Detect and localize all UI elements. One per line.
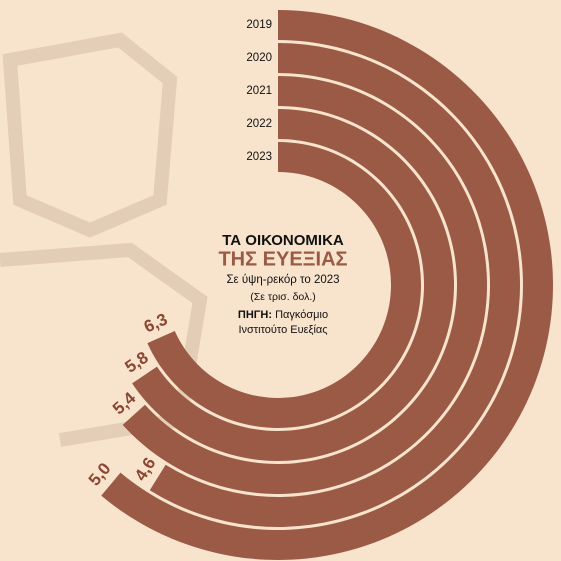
source-line: Παγκόσμιο xyxy=(275,309,328,321)
title: ΤΑ ΟΙΚΟΝΟΜΙΚΑ xyxy=(222,232,344,249)
unit-note: (Σε τρισ. δολ.) xyxy=(250,291,316,303)
year-label: 2022 xyxy=(246,118,272,130)
source-line: Ινστιτούτο Ευεξίας xyxy=(238,324,327,336)
description: Σε ύψη-ρεκόρ το 2023 xyxy=(226,274,339,286)
year-label: 2019 xyxy=(246,19,272,31)
year-label: 2020 xyxy=(246,52,272,64)
source-label: ΠΗΓΗ: xyxy=(238,309,272,321)
sketch xyxy=(2,32,178,238)
year-label: 2023 xyxy=(246,151,272,163)
subtitle: ΤΗΣ ΕΥΕΞΙΑΣ xyxy=(218,248,347,270)
source: ΠΗΓΗ: Παγκόσμιο xyxy=(238,309,328,321)
ring-bar xyxy=(149,43,521,527)
ring-bar xyxy=(122,76,487,494)
year-label: 2021 xyxy=(246,85,272,97)
ring-bar xyxy=(101,10,554,560)
